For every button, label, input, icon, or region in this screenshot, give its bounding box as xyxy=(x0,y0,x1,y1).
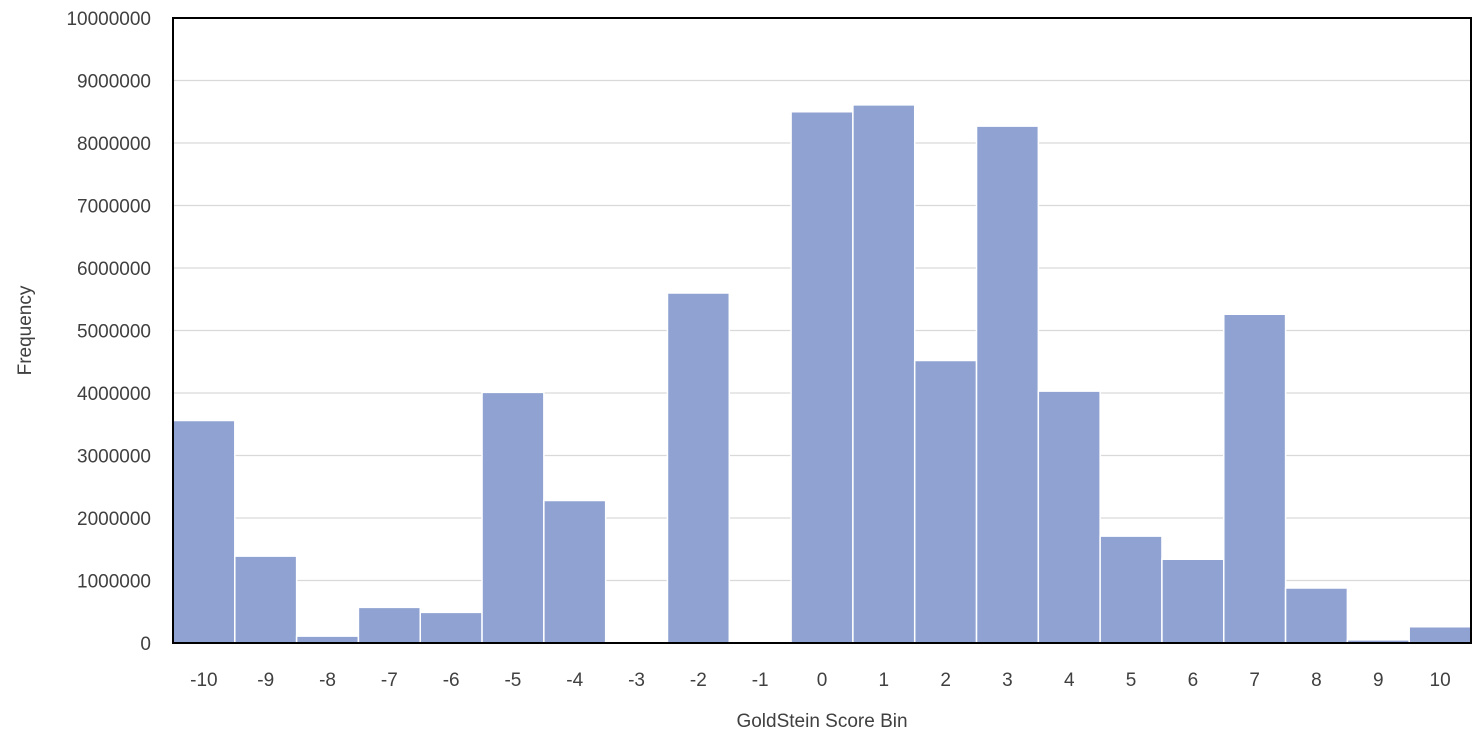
bar-1 xyxy=(852,104,916,644)
y-tick-label: 7000000 xyxy=(77,197,151,218)
bar--6 xyxy=(419,611,483,644)
y-tick-label: 6000000 xyxy=(77,259,151,280)
bar-10 xyxy=(1408,626,1472,644)
x-tick-label: 6 xyxy=(1188,670,1199,691)
bar--7 xyxy=(357,606,421,644)
y-tick-label: 4000000 xyxy=(77,384,151,405)
x-tick-label: 4 xyxy=(1064,670,1075,691)
x-tick-label: -3 xyxy=(628,670,645,691)
y-tick-labels: 0 1000000 2000000 3000000 4000000 5000000 6000… xyxy=(66,9,151,655)
bar--8 xyxy=(295,635,360,644)
x-tick-labels: -10 -9 -8 -7 -6 -5 -4 -3 -2 -1 0 1 2 3 4 5 6 7 8 9 10 xyxy=(190,670,1450,691)
plot-frame xyxy=(172,17,1472,644)
x-tick-label: -2 xyxy=(690,670,707,691)
x-tick-label: -8 xyxy=(319,670,336,691)
x-tick-label: 7 xyxy=(1249,670,1260,691)
y-tick-label: 5000000 xyxy=(77,322,151,343)
x-tick-label: -5 xyxy=(504,670,521,691)
x-tick-label: 1 xyxy=(879,670,890,691)
x-tick-label: 8 xyxy=(1311,670,1322,691)
x-tick-label: 9 xyxy=(1373,670,1384,691)
bar-6 xyxy=(1161,558,1225,644)
x-tick-label: -4 xyxy=(566,670,583,691)
bar--4 xyxy=(543,499,607,644)
bar-8 xyxy=(1284,587,1349,644)
x-tick-label: 10 xyxy=(1430,670,1451,691)
x-axis-title: GoldStein Score Bin xyxy=(736,711,907,732)
x-tick-label: -1 xyxy=(752,670,769,691)
x-tick-label: 5 xyxy=(1126,670,1137,691)
y-axis-title: Frequency xyxy=(15,285,36,375)
x-tick-label: -10 xyxy=(190,670,217,691)
bar-2 xyxy=(913,359,978,644)
x-tick-label: -9 xyxy=(257,670,274,691)
x-tick-label: -6 xyxy=(443,670,460,691)
bar--2 xyxy=(666,292,731,644)
bar-5 xyxy=(1099,535,1163,644)
y-tick-label: 1000000 xyxy=(77,572,151,593)
x-tick-label: 2 xyxy=(940,670,951,691)
y-tick-label: 9000000 xyxy=(77,72,151,93)
bar-3 xyxy=(975,125,1040,644)
bars xyxy=(172,104,1472,644)
y-tick-label: 0 xyxy=(140,634,151,655)
bar-7 xyxy=(1223,313,1287,644)
y-tick-label: 8000000 xyxy=(77,134,151,155)
x-tick-label: 3 xyxy=(1002,670,1013,691)
bar-0 xyxy=(790,111,854,644)
y-tick-label: 10000000 xyxy=(66,9,151,30)
bar--10 xyxy=(172,419,236,644)
y-tick-label: 2000000 xyxy=(77,509,151,530)
bar-4 xyxy=(1037,390,1101,644)
y-tick-label: 3000000 xyxy=(77,447,151,468)
x-tick-label: 0 xyxy=(817,670,828,691)
x-tick-label: -7 xyxy=(381,670,398,691)
bar--5 xyxy=(481,391,545,644)
bar--9 xyxy=(234,555,298,644)
